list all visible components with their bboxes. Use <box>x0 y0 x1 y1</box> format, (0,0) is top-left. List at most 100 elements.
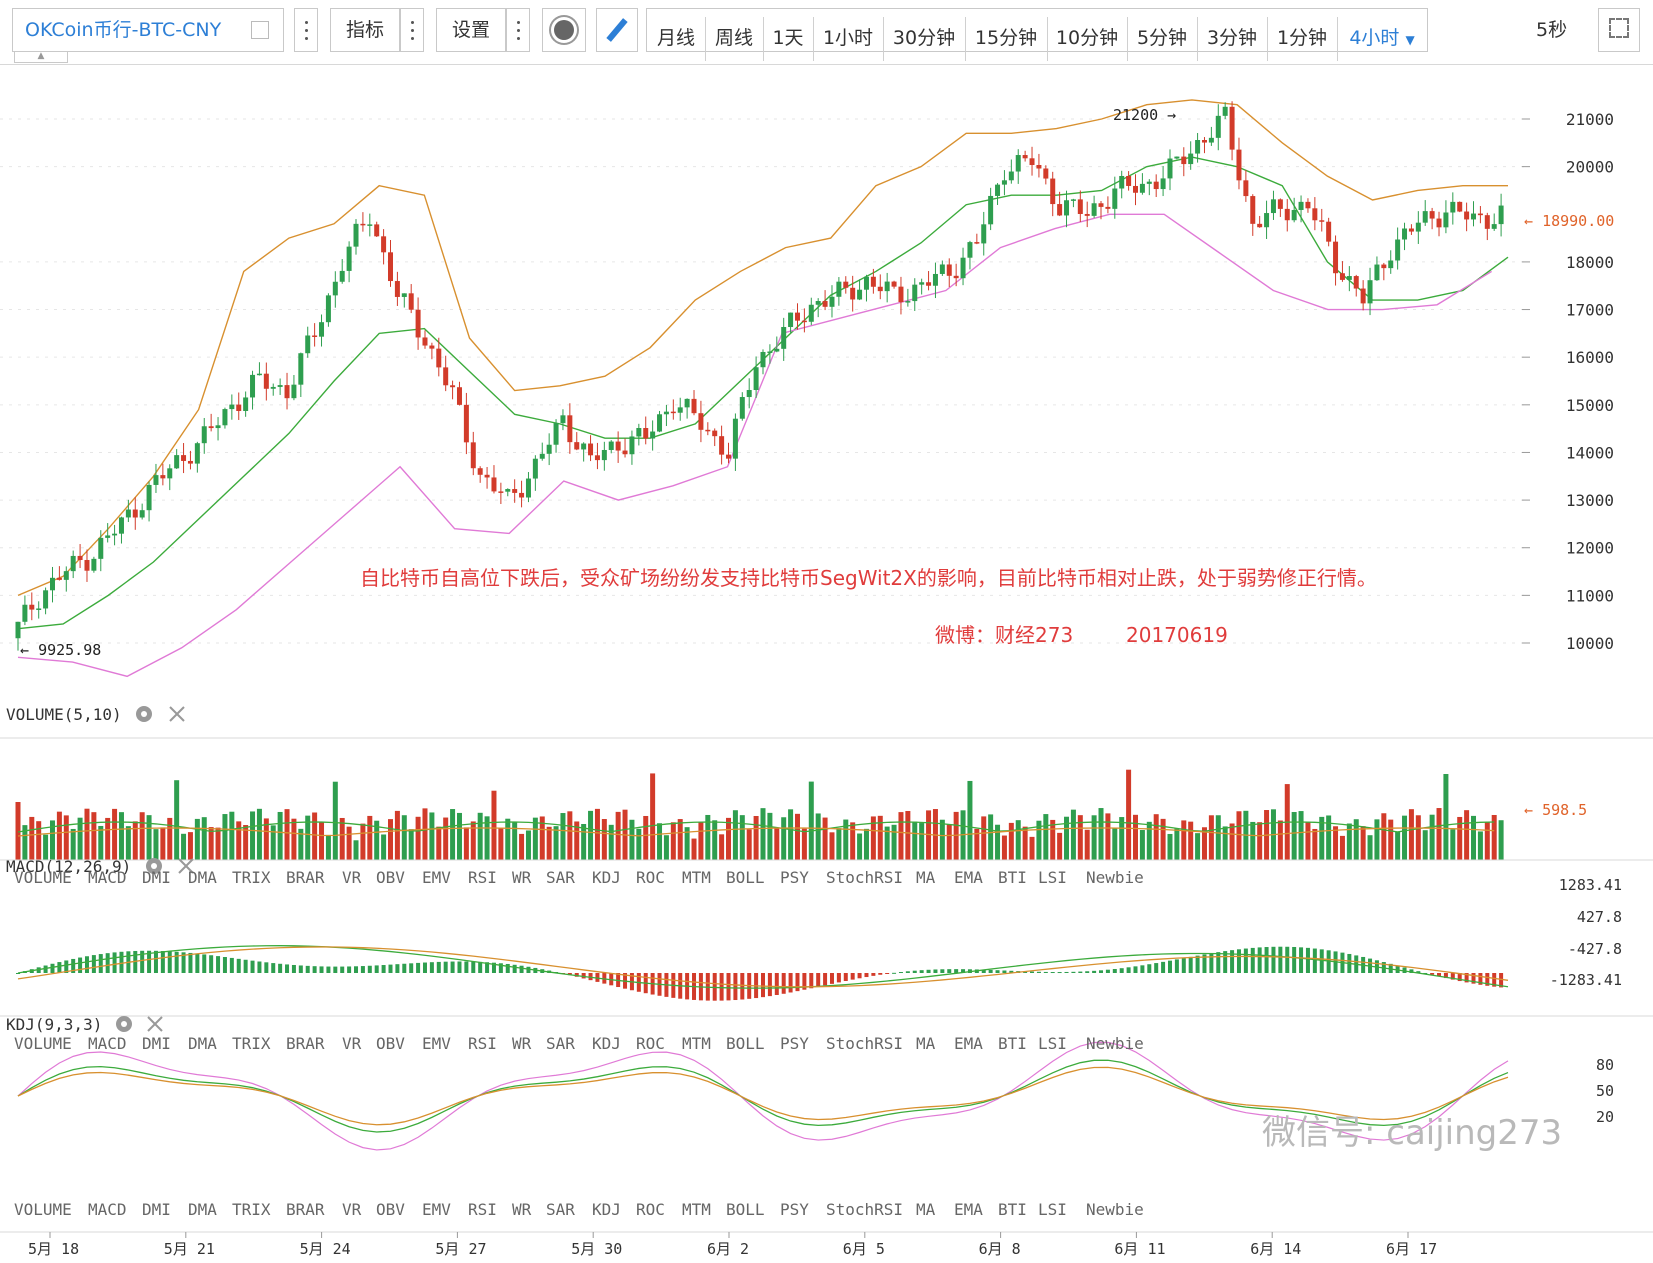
indicator-tab-bti[interactable]: BTI <box>998 1034 1027 1053</box>
settings-menu-button[interactable] <box>506 8 530 52</box>
period-1hour[interactable]: 1小时 <box>813 17 884 61</box>
indicator-tab-volume[interactable]: VOLUME <box>14 1200 72 1219</box>
indicator-tab-psy[interactable]: PSY <box>780 1200 809 1219</box>
indicator-tab-brar[interactable]: BRAR <box>286 868 325 887</box>
period-1day[interactable]: 1天 <box>763 17 814 61</box>
symbol-menu-button[interactable] <box>294 8 318 52</box>
external-link-icon[interactable] <box>251 21 269 39</box>
volume-settings-icon[interactable] <box>136 706 152 722</box>
indicator-tab-lsi[interactable]: LSI <box>1038 868 1067 887</box>
period-10min[interactable]: 10分钟 <box>1047 17 1128 61</box>
indicator-tab-brar[interactable]: BRAR <box>286 1034 325 1053</box>
kdj-settings-icon[interactable] <box>116 1016 132 1032</box>
indicator-tab-dmi[interactable]: DMI <box>142 1034 171 1053</box>
macd-settings-icon[interactable] <box>146 858 162 874</box>
indicator-tab-dmi[interactable]: DMI <box>142 868 171 887</box>
indicators-button[interactable]: 指标 <box>330 8 400 52</box>
indicator-tab-wr[interactable]: WR <box>512 868 532 887</box>
chart-canvas[interactable]: 21000 20000 18000 17000 16000 15000 14000 13000… <box>0 64 1653 1263</box>
indicator-tab-dmi[interactable]: DMI <box>142 1200 171 1219</box>
date-tick-label: 6月 5 <box>843 1240 885 1258</box>
indicator-tab-ema[interactable]: EMA <box>954 1200 983 1219</box>
period-4hour-active[interactable]: 4小时 ▼ <box>1337 17 1427 61</box>
indicator-tab-lsi[interactable]: LSI <box>1038 1034 1067 1053</box>
indicator-tab-wr[interactable]: WR <box>512 1200 532 1219</box>
indicator-tab-stochrsi[interactable]: StochRSI <box>826 868 903 887</box>
indicator-tab-rsi[interactable]: RSI <box>468 868 497 887</box>
indicator-tab-boll[interactable]: BOLL <box>726 1200 765 1219</box>
indicator-tab-emv[interactable]: EMV <box>422 1034 451 1053</box>
indicator-tab-ma[interactable]: MA <box>916 1200 936 1219</box>
period-1min[interactable]: 1分钟 <box>1267 17 1338 61</box>
indicator-tab-kdj[interactable]: KDJ <box>592 868 621 887</box>
indicator-tab-rsi[interactable]: RSI <box>468 1200 497 1219</box>
indicator-tab-dma[interactable]: DMA <box>188 1034 217 1053</box>
indicator-tab-roc[interactable]: ROC <box>636 1200 665 1219</box>
indicator-tab-rsi[interactable]: RSI <box>468 1034 497 1053</box>
indicator-tab-stochrsi[interactable]: StochRSI <box>826 1200 903 1219</box>
indicator-tab-bti[interactable]: BTI <box>998 868 1027 887</box>
period-15min[interactable]: 15分钟 <box>965 17 1048 61</box>
indicator-tab-macd[interactable]: MACD <box>88 1200 127 1219</box>
indicator-tab-ma[interactable]: MA <box>916 868 936 887</box>
indicator-tab-brar[interactable]: BRAR <box>286 1200 325 1219</box>
indicator-tab-ema[interactable]: EMA <box>954 1034 983 1053</box>
fullscreen-button[interactable] <box>1598 8 1640 52</box>
indicator-tab-trix[interactable]: TRIX <box>232 1200 271 1219</box>
indicator-tab-vr[interactable]: VR <box>342 1200 362 1219</box>
indicator-tab-sar[interactable]: SAR <box>546 868 575 887</box>
period-3min[interactable]: 3分钟 <box>1197 17 1268 61</box>
indicator-tab-mtm[interactable]: MTM <box>682 1200 711 1219</box>
period-5min[interactable]: 5分钟 <box>1127 17 1198 61</box>
indicator-tab-kdj[interactable]: KDJ <box>592 1200 621 1219</box>
draw-tool-button[interactable] <box>596 8 638 52</box>
kdj-close-icon[interactable] <box>147 1016 163 1032</box>
indicator-tab-ema[interactable]: EMA <box>954 868 983 887</box>
macd-close-icon[interactable] <box>178 858 194 874</box>
indicator-tab-lsi[interactable]: LSI <box>1038 1200 1067 1219</box>
indicator-tab-trix[interactable]: TRIX <box>232 1034 271 1053</box>
collapse-toggle[interactable]: ▲ <box>14 52 68 63</box>
indicator-tab-obv[interactable]: OBV <box>376 1034 405 1053</box>
indicator-tab-vr[interactable]: VR <box>342 868 362 887</box>
indicator-tab-boll[interactable]: BOLL <box>726 868 765 887</box>
indicators-menu-button[interactable] <box>400 8 424 52</box>
indicator-tab-newbie[interactable]: Newbie <box>1086 868 1144 887</box>
indicator-tab-psy[interactable]: PSY <box>780 1034 809 1053</box>
refresh-interval[interactable]: 5秒 <box>1536 19 1568 41</box>
indicator-tab-vr[interactable]: VR <box>342 1034 362 1053</box>
symbol-selector[interactable]: OKCoin币行-BTC-CNY <box>12 8 284 52</box>
indicator-tab-trix[interactable]: TRIX <box>232 868 271 887</box>
indicator-tab-obv[interactable]: OBV <box>376 1200 405 1219</box>
indicator-tab-ma[interactable]: MA <box>916 1034 936 1053</box>
indicator-tab-obv[interactable]: OBV <box>376 868 405 887</box>
indicator-tab-mtm[interactable]: MTM <box>682 1034 711 1053</box>
indicator-tab-psy[interactable]: PSY <box>780 868 809 887</box>
indicator-tab-kdj[interactable]: KDJ <box>592 1034 621 1053</box>
period-month[interactable]: 月线 <box>647 17 706 61</box>
volume-close-icon[interactable] <box>169 706 185 722</box>
indicator-tab-dma[interactable]: DMA <box>188 868 217 887</box>
settings-button[interactable]: 设置 <box>436 8 506 52</box>
indicator-tab-boll[interactable]: BOLL <box>726 1034 765 1053</box>
indicator-tab-sar[interactable]: SAR <box>546 1200 575 1219</box>
indicator-tab-bti[interactable]: BTI <box>998 1200 1027 1219</box>
indicator-tab-volume[interactable]: VOLUME <box>14 868 72 887</box>
indicator-tab-mtm[interactable]: MTM <box>682 868 711 887</box>
indicator-tab-dma[interactable]: DMA <box>188 1200 217 1219</box>
indicator-tab-volume[interactable]: VOLUME <box>14 1034 72 1053</box>
indicator-tab-macd[interactable]: MACD <box>88 868 127 887</box>
period-30min[interactable]: 30分钟 <box>883 17 966 61</box>
indicator-tab-sar[interactable]: SAR <box>546 1034 575 1053</box>
indicator-tab-stochrsi[interactable]: StochRSI <box>826 1034 903 1053</box>
indicator-tab-newbie[interactable]: Newbie <box>1086 1034 1144 1053</box>
indicator-tab-newbie[interactable]: Newbie <box>1086 1200 1144 1219</box>
theme-toggle-button[interactable] <box>542 8 586 52</box>
indicator-tab-roc[interactable]: ROC <box>636 1034 665 1053</box>
indicator-tab-wr[interactable]: WR <box>512 1034 532 1053</box>
indicator-tab-emv[interactable]: EMV <box>422 1200 451 1219</box>
indicator-tab-roc[interactable]: ROC <box>636 868 665 887</box>
period-week[interactable]: 周线 <box>705 17 764 61</box>
indicator-tab-macd[interactable]: MACD <box>88 1034 127 1053</box>
indicator-tab-emv[interactable]: EMV <box>422 868 451 887</box>
